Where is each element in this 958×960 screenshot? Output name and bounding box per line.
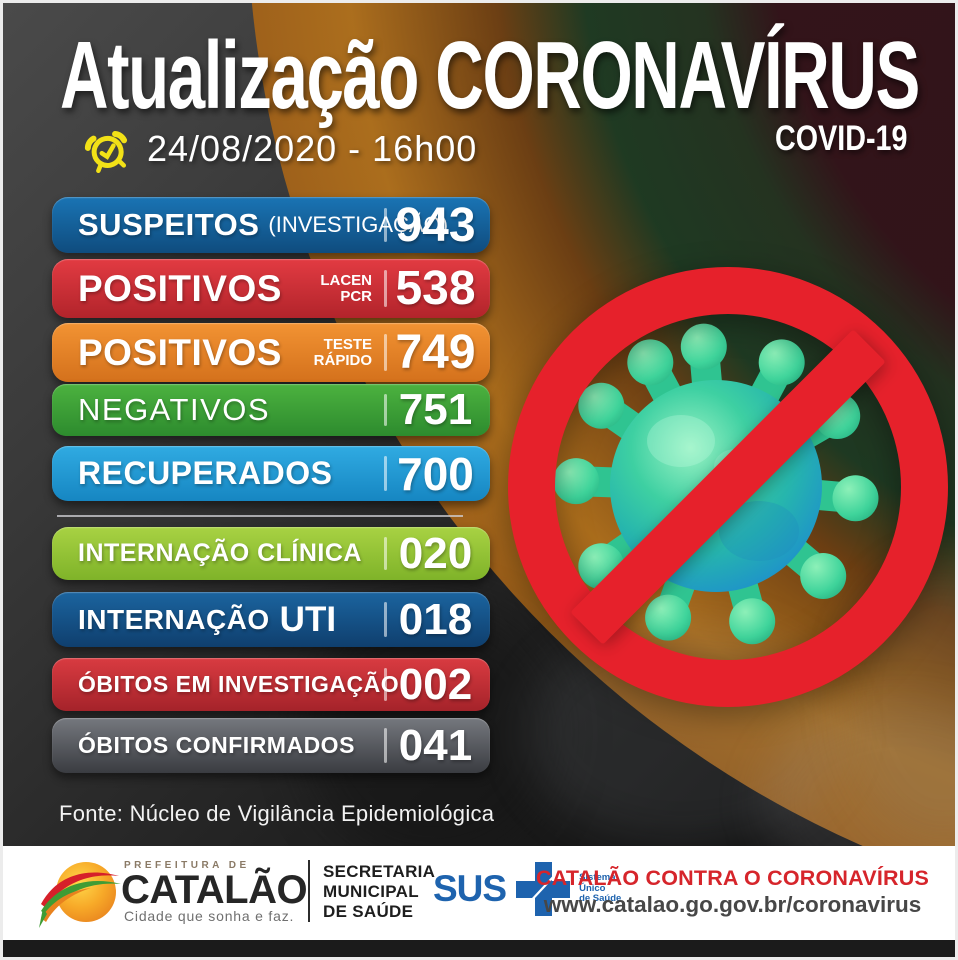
stat-label: POSITIVOS	[78, 331, 282, 373]
divider	[384, 602, 387, 637]
stat-label: POSITIVOS	[78, 267, 282, 309]
divider	[384, 334, 387, 371]
sus-logo: SUS Sistema Único de Saúde	[433, 860, 621, 918]
update-datetime: 24/08/2020 - 16h00	[147, 128, 478, 169]
divider	[384, 537, 387, 570]
footer: PREFEITURA DE CATALÃO Cidade que sonha e…	[3, 846, 955, 940]
sus-cross-icon	[516, 862, 571, 916]
divider	[384, 728, 387, 763]
alarm-clock-icon	[84, 130, 128, 174]
stat-bar-obitos-investigacao: ÓBITOS EM INVESTIGAÇÃO 002	[52, 658, 490, 711]
stat-sublabel-stack: LACEN PCR	[320, 271, 372, 305]
catalao-logo	[39, 862, 121, 928]
stat-value: 002	[398, 659, 473, 709]
stat-bar-obitos-confirmados: ÓBITOS CONFIRMADOS 041	[52, 718, 490, 773]
prefeitura-label: PREFEITURA DE	[124, 860, 250, 871]
campaign-block: CATALÃO CONTRA O CORONAVÍRUS www.catalao…	[536, 866, 929, 918]
stat-label: SUSPEITOS	[78, 207, 260, 242]
divider	[384, 393, 387, 427]
stat-bar-internacao-uti: INTERNAÇÃO UTI 018	[52, 592, 490, 647]
sus-caption: Sistema Único de Saúde	[579, 872, 622, 905]
stat-bar-positivos-lacen: POSITIVOS LACEN PCR 538	[52, 259, 490, 318]
stat-value: 751	[398, 385, 473, 434]
covid-19-label: COVID-19	[774, 119, 907, 158]
stat-value: 943	[395, 198, 476, 252]
stat-label: NEGATIVOS	[78, 392, 271, 427]
divider	[384, 456, 387, 491]
divider	[384, 207, 387, 243]
stat-label: INTERNAÇÃO	[78, 603, 270, 635]
stat-bar-internacao-clinica: INTERNAÇÃO CLÍNICA 020	[52, 527, 490, 580]
stat-value: 018	[398, 594, 473, 644]
divider	[384, 668, 387, 701]
secretaria-label: SECRETARIA MUNICIPAL DE SAÚDE	[323, 862, 436, 921]
section-divider	[57, 515, 463, 517]
stat-bar-negativos: NEGATIVOS 751	[52, 384, 490, 436]
stat-sublabel-stack: TESTE RÁPIDO	[313, 335, 372, 369]
stat-value: 041	[398, 720, 473, 770]
stat-bar-positivos-teste: POSITIVOS TESTE RÁPIDO 749	[52, 323, 490, 382]
stat-value: 020	[398, 528, 473, 578]
stat-bar-suspeitos: SUSPEITOS (INVESTIGAÇÃO) 943	[52, 197, 490, 253]
stat-sublabel: (INVESTIGAÇÃO)	[268, 212, 449, 237]
campaign-slogan: CATALÃO CONTRA O CORONAVÍRUS	[536, 866, 929, 890]
city-slogan: Cidade que sonha e faz.	[124, 908, 295, 924]
stat-label: INTERNAÇÃO CLÍNICA	[78, 539, 362, 567]
city-name: CATALÃO	[121, 868, 308, 912]
stat-value: 749	[395, 326, 476, 379]
stat-label: ÓBITOS EM INVESTIGAÇÃO	[78, 671, 400, 697]
footer-black-strip	[3, 940, 955, 957]
footer-divider	[308, 860, 310, 922]
date-row: 24/08/2020 - 16h00	[83, 125, 478, 174]
source-note: Fonte: Núcleo de Vigilância Epidemiológi…	[59, 801, 495, 826]
page-title: Atualização CORONAVÍRUS	[60, 22, 920, 129]
stat-bar-recuperados: RECUPERADOS 700	[52, 446, 490, 501]
stat-label: ÓBITOS CONFIRMADOS	[78, 732, 355, 758]
campaign-url: www.catalao.go.gov.br/coronavirus	[543, 892, 922, 917]
divider	[384, 270, 387, 307]
stat-value: 538	[395, 262, 476, 315]
stat-label: RECUPERADOS	[78, 455, 333, 491]
stat-label-suffix: UTI	[279, 599, 337, 639]
stat-value: 700	[397, 447, 474, 500]
